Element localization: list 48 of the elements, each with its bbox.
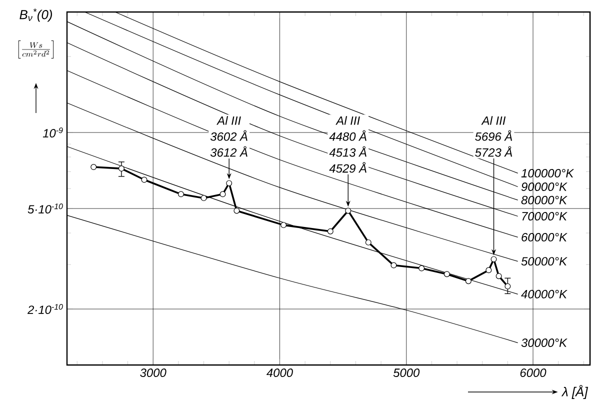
point xyxy=(465,278,472,284)
y-tick-label: 10$^{-9}$ xyxy=(42,128,63,138)
series-label: 90000°K xyxy=(521,182,568,191)
point xyxy=(345,208,352,214)
point xyxy=(234,208,240,214)
y-tick-label: 5·10$^{-10}$ xyxy=(28,204,63,214)
annotation: 5723 Å xyxy=(475,146,512,157)
point xyxy=(418,265,425,272)
series-label: 60000°K xyxy=(522,232,568,242)
annotation: Al III xyxy=(216,116,241,125)
point xyxy=(280,222,287,228)
point xyxy=(504,283,511,290)
point xyxy=(141,176,148,183)
y-tick-label: 2·10$^{-10}$ xyxy=(27,304,63,314)
point xyxy=(327,228,334,234)
x-tick-label: 6000 xyxy=(520,368,546,378)
point xyxy=(226,180,232,186)
annotation: 4480 Å xyxy=(329,130,366,141)
point xyxy=(220,191,226,198)
annotation: 3602 Å xyxy=(210,130,248,141)
annotation: 3612 Å xyxy=(210,146,248,157)
point xyxy=(90,164,97,170)
annotation: Al III xyxy=(481,116,506,125)
annotation: 5696 Å xyxy=(475,130,512,141)
point xyxy=(178,191,184,198)
point xyxy=(496,273,502,280)
annotation: 4529 Å xyxy=(329,162,366,173)
point xyxy=(365,239,372,246)
x-axis-title: λ [Å] xyxy=(561,385,588,399)
point xyxy=(200,195,207,202)
series-label: 30000°K xyxy=(521,338,568,348)
series-label: 40000°K xyxy=(521,290,568,298)
x-tick-label: 4000 xyxy=(266,368,293,378)
text: $\left[\frac{Ws}{cm^{2}rd^{2}}\right]$ xyxy=(18,40,54,58)
point xyxy=(490,256,497,262)
point xyxy=(118,166,124,172)
x-tick-label: 3000 xyxy=(140,368,166,378)
x-tick-label: 5000 xyxy=(393,368,420,378)
point xyxy=(444,271,450,278)
series-label: 80000°K xyxy=(521,196,568,204)
point xyxy=(486,267,492,274)
y-axis-title: B$_{ν}$$^{*}$(0) xyxy=(20,8,52,22)
point xyxy=(390,262,397,268)
annotation: Al III xyxy=(336,116,360,125)
series-label: 70000°K xyxy=(522,212,568,220)
series-label: 50000°K xyxy=(521,257,568,266)
annotation: 4513 Å xyxy=(329,146,366,157)
series-label: 100000°K xyxy=(521,168,574,178)
